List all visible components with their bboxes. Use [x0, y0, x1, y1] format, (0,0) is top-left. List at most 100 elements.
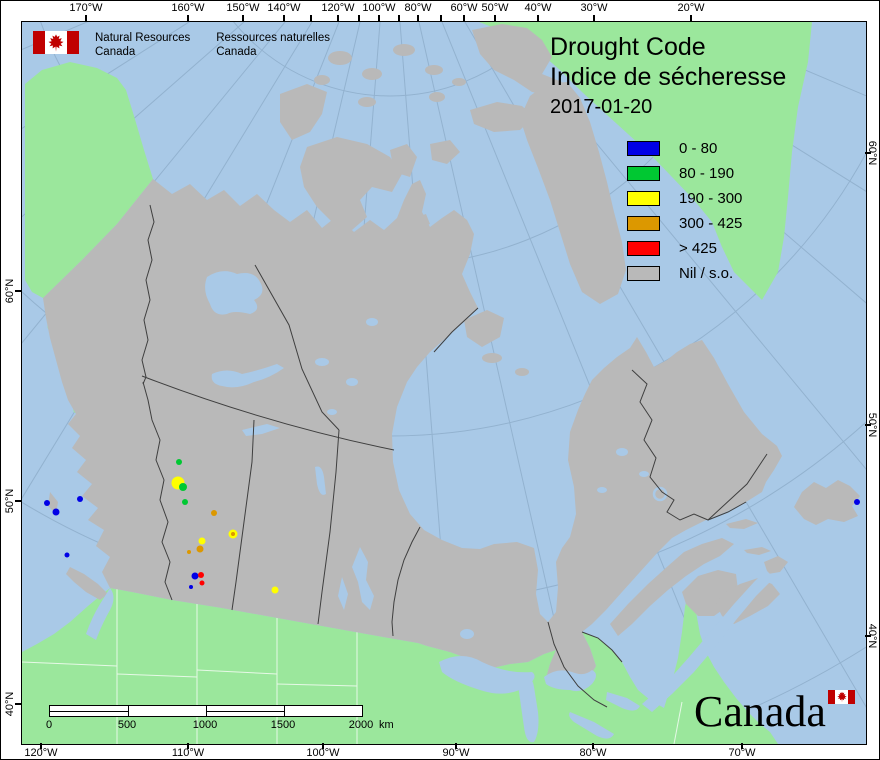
scale-tick-label: 1000 [192, 719, 218, 731]
scale-unit-label: km [379, 719, 394, 731]
graticule-label: 140°W [267, 2, 301, 14]
drought-point-blue [52, 508, 60, 516]
graticule-tick [593, 15, 595, 21]
graticule-label: 120°W [321, 2, 355, 14]
drought-point-orange [187, 550, 191, 554]
drought-point-blue [854, 499, 860, 505]
legend-swatch [627, 191, 660, 206]
graticule-tick [283, 15, 285, 21]
scale-tick-label: 2000 [348, 719, 374, 731]
graticule-tick [15, 500, 21, 502]
drought-point-green [182, 499, 188, 505]
drought-point-orange [231, 532, 235, 536]
legend-row: 80 - 190 [627, 161, 742, 186]
legend: 0 - 80 80 - 190 190 - 300 300 - 425 > 425 Nil… [627, 136, 742, 286]
graticule-tick [494, 15, 496, 21]
legend-label: 80 - 190 [679, 165, 735, 182]
province-borders [141, 204, 768, 708]
canada-map [22, 22, 866, 744]
graticule-tick [242, 15, 244, 21]
graticule-tick [463, 15, 465, 21]
graticule-label: 150°W [226, 2, 260, 14]
drought-point-orange [196, 545, 204, 553]
nrcan-name-english: Natural Resources Canada [95, 32, 191, 58]
graticule-tick [187, 743, 189, 749]
legend-swatch [627, 141, 660, 156]
scale-bar-segments [49, 705, 363, 717]
graticule-tick [537, 15, 539, 21]
map-title: Drought Code Indice de sécheresse 2017-0… [550, 32, 786, 120]
nrcan-name-french: Ressources naturelles Canada [216, 32, 331, 58]
title-french: Indice de sécheresse [550, 63, 787, 91]
legend-row: Nil / s.o. [627, 261, 742, 286]
drought-point-yellow [271, 586, 279, 594]
graticule-label: 100°W [306, 747, 340, 759]
drought-point-blue [77, 496, 83, 502]
graticule-label: 40°W [524, 2, 552, 14]
legend-label: Nil / s.o. [679, 265, 734, 282]
graticule-tick [865, 152, 871, 154]
lakes [86, 271, 774, 743]
graticule-tick [690, 15, 692, 21]
graticule-tick [378, 15, 380, 21]
graticule-tick [15, 290, 21, 292]
graticule-tick [455, 743, 457, 749]
legend-label: 190 - 300 [679, 190, 743, 207]
graticule-tick [187, 15, 189, 21]
graticule-tick [15, 703, 21, 705]
nrcan-signature: Natural Resources Canada Ressources natu… [33, 31, 356, 59]
graticule-label: 40°N [4, 691, 16, 717]
title-date: 2017-01-20 [550, 96, 653, 118]
graticule-tick [337, 15, 339, 21]
graticule-tick [440, 15, 442, 21]
legend-swatch [627, 166, 660, 181]
graticule-label: 60°N [866, 140, 878, 166]
drought-point-green [176, 459, 182, 465]
canada-wordmark: Canada [694, 687, 866, 740]
scale-bar: 0 500 1000 1500 2000 km [46, 705, 394, 731]
wordmark-text: Canada [694, 687, 826, 736]
graticule-label: 70°W [728, 747, 756, 759]
legend-swatch [627, 266, 660, 281]
graticule-tick [417, 15, 419, 21]
graticule-tick [85, 15, 87, 21]
legend-row: > 425 [627, 236, 742, 261]
graticule-label: 20°W [677, 2, 705, 14]
drought-point-blue [44, 500, 50, 506]
graticule-label: 80°W [404, 2, 432, 14]
legend-label: 300 - 425 [679, 215, 743, 232]
graticule-tick [865, 635, 871, 637]
graticule-tick [322, 743, 324, 749]
graticule-label: 100°W [362, 2, 396, 14]
maple-leaf-icon [48, 33, 64, 52]
graticule-label: 120°W [24, 747, 58, 759]
map-frame: Natural Resources Canada Ressources natu… [21, 21, 867, 745]
drought-point-blue [191, 572, 199, 580]
scale-tick-label: 0 [45, 719, 53, 731]
scale-tick-label: 500 [117, 719, 137, 731]
graticule-label: 50°W [481, 2, 509, 14]
drought-point-yellow [198, 537, 206, 545]
graticule-tick [40, 743, 42, 749]
graticule-tick [865, 424, 871, 426]
scale-tick-label: 1500 [270, 719, 296, 731]
wordmark-flag-icon [828, 690, 855, 704]
drought-point-blue [189, 585, 193, 589]
drought-point-red [199, 580, 205, 586]
legend-row: 190 - 300 [627, 186, 742, 211]
legend-swatch [627, 241, 660, 256]
graticule-label: 110°W [171, 747, 205, 759]
drought-point-red [198, 572, 204, 578]
legend-label: 0 - 80 [679, 140, 718, 157]
graticule-label: 160°W [171, 2, 205, 14]
legend-label: > 425 [679, 240, 717, 257]
drought-point-green [179, 483, 187, 491]
legend-row: 300 - 425 [627, 211, 742, 236]
graticule-tick [592, 743, 594, 749]
graticule-label: 60°W [450, 2, 478, 14]
legend-row: 0 - 80 [627, 136, 742, 161]
drought-data-points [44, 459, 860, 594]
drought-point-orange [211, 510, 217, 516]
graticule-label: 50°N [4, 488, 16, 514]
